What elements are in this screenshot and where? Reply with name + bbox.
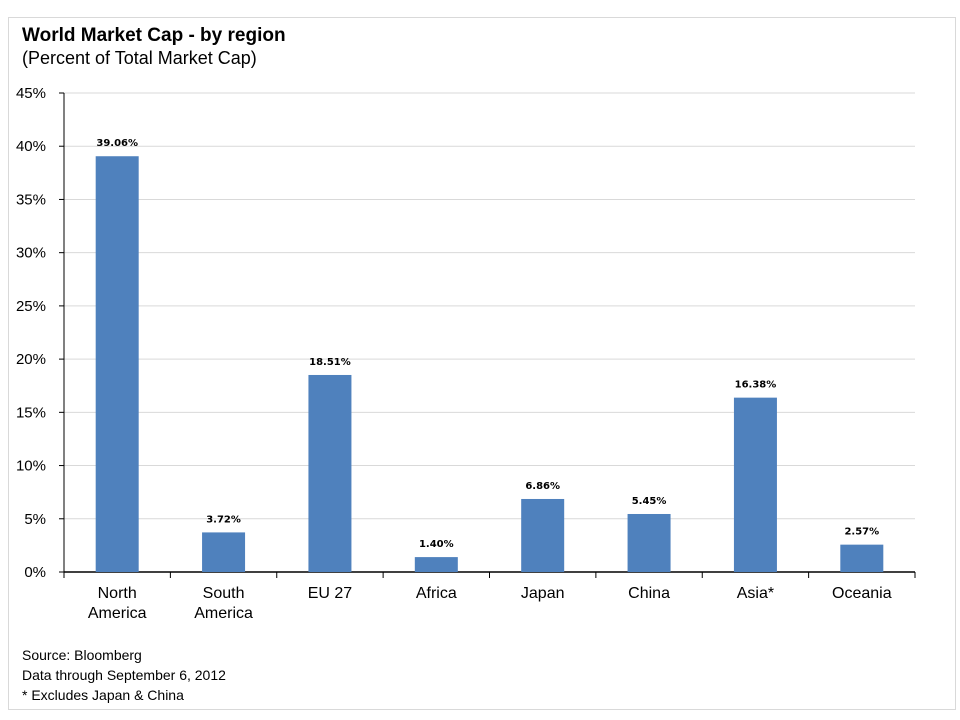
- bar: [414, 557, 458, 572]
- category-label: EU 27: [308, 585, 353, 602]
- y-tick-label: 25%: [16, 298, 46, 315]
- data-label: 5.45%: [632, 496, 667, 507]
- y-tick-label: 5%: [24, 511, 46, 528]
- y-tick-label: 35%: [16, 191, 46, 208]
- data-label: 39.06%: [96, 138, 138, 149]
- category-label: Africa: [416, 585, 457, 602]
- data-label: 16.38%: [735, 380, 777, 391]
- bar: [308, 374, 352, 572]
- category-label: Japan: [521, 585, 565, 602]
- category-label: Asia*: [737, 585, 774, 602]
- bar: [840, 544, 884, 572]
- y-tick-label: 0%: [24, 564, 46, 581]
- y-tick-label: 15%: [16, 404, 46, 421]
- bar: [95, 156, 139, 572]
- bar: [202, 532, 246, 572]
- data-label: 18.51%: [309, 357, 351, 368]
- exclusion-note: * Excludes Japan & China: [22, 687, 184, 703]
- category-label: Oceania: [832, 585, 892, 602]
- chart-frame: [8, 17, 956, 710]
- data-label: 1.40%: [419, 539, 454, 550]
- bar: [521, 498, 565, 572]
- chart-title: World Market Cap - by region: [22, 25, 286, 46]
- y-tick-label: 30%: [16, 245, 46, 262]
- data-label: 6.86%: [525, 481, 560, 492]
- data-label: 3.72%: [206, 514, 241, 525]
- category-label: North America: [88, 585, 147, 622]
- y-tick-label: 45%: [16, 85, 46, 102]
- data-date-note: Data through September 6, 2012: [22, 667, 226, 683]
- footnotes: Source: Bloomberg Data through September…: [22, 645, 226, 705]
- y-tick-label: 40%: [16, 138, 46, 155]
- chart-subtitle: (Percent of Total Market Cap): [22, 48, 257, 68]
- bar: [627, 513, 671, 572]
- source-note: Source: Bloomberg: [22, 647, 142, 663]
- y-tick-label: 10%: [16, 458, 46, 475]
- y-tick-label: 20%: [16, 351, 46, 368]
- category-label: South America: [194, 585, 253, 622]
- category-label: China: [628, 585, 670, 602]
- bar: [733, 397, 777, 572]
- data-label: 2.57%: [844, 527, 879, 538]
